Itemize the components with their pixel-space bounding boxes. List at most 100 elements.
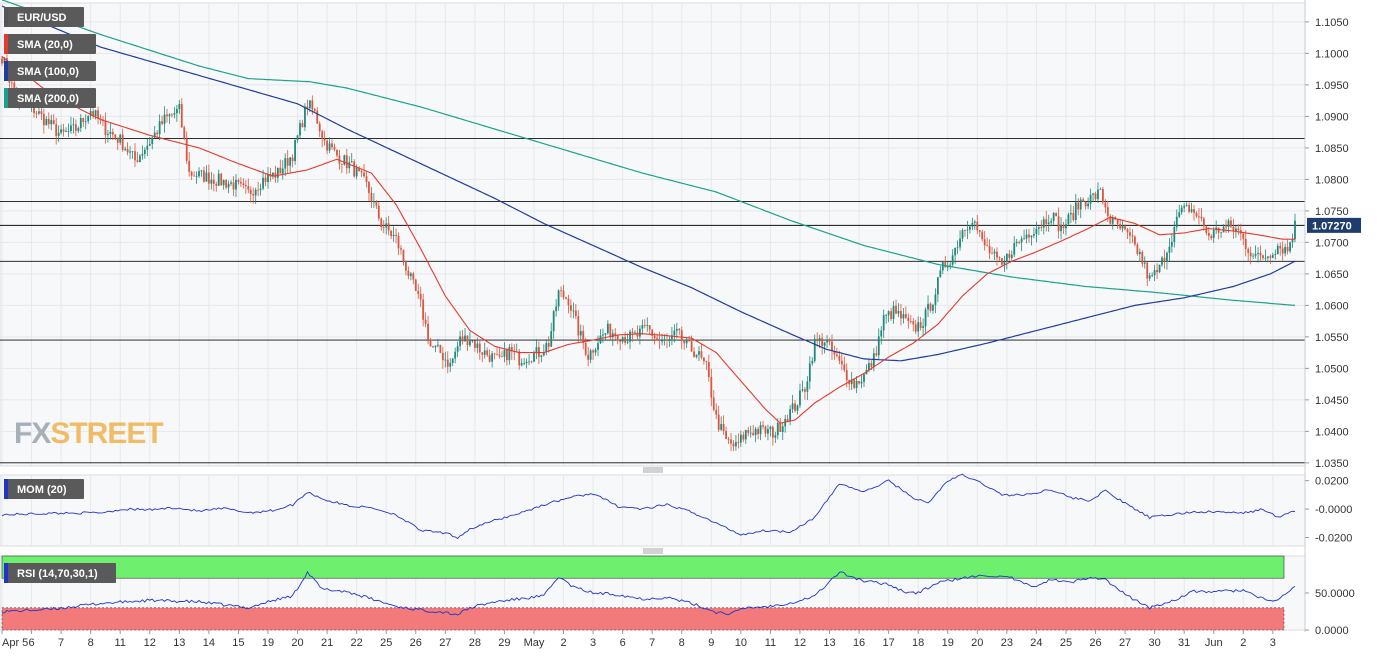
candle-body: [50, 120, 53, 125]
candle-body: [372, 201, 375, 203]
candle-body: [437, 344, 439, 346]
panel-resize-handle[interactable]: [643, 548, 663, 554]
candle-body: [42, 113, 45, 126]
candle-body: [956, 247, 959, 249]
legend-item[interactable]: MOM (20): [4, 479, 84, 499]
y-tick-label: 1.0500: [1315, 363, 1349, 375]
candle-body: [343, 155, 346, 165]
candle-body: [291, 157, 294, 162]
candle-body: [1069, 213, 1072, 215]
candle-body: [1279, 245, 1282, 249]
candle-body: [77, 128, 80, 131]
legend-item[interactable]: SMA (100,0): [4, 61, 96, 81]
candle-body: [1082, 199, 1085, 202]
candle-body: [675, 328, 678, 331]
candle-body: [1271, 255, 1274, 258]
candle-body: [1134, 236, 1136, 245]
candle-body: [695, 354, 698, 357]
candle-body: [1079, 199, 1082, 210]
candle-body: [89, 111, 92, 117]
legend-item[interactable]: EUR/USD: [4, 7, 84, 27]
candle-body: [707, 362, 710, 377]
candle-body: [902, 314, 905, 319]
candle-body: [1225, 226, 1227, 228]
candle-body: [143, 149, 146, 155]
candle-body: [1294, 220, 1296, 240]
current-price-label: 1.07270: [1312, 220, 1352, 232]
candle-body: [151, 137, 154, 144]
candle-body: [1074, 202, 1077, 221]
candle-body: [306, 106, 309, 109]
candle-body: [405, 260, 407, 271]
candle-body: [629, 331, 631, 342]
candle-body: [877, 336, 880, 356]
candle-body: [387, 223, 390, 231]
candle-body: [939, 270, 942, 278]
candle-body: [210, 179, 213, 184]
candle-body: [200, 170, 203, 172]
candle-body: [826, 340, 828, 343]
x-tick-label: 9: [708, 637, 714, 649]
candle-body: [1057, 216, 1060, 232]
x-tick-label: 19: [262, 637, 274, 649]
candle-body: [626, 341, 629, 343]
candle-body: [424, 319, 427, 324]
fxstreet-watermark: FXSTREET: [14, 417, 163, 450]
candle-body: [185, 138, 188, 161]
candle-body: [752, 432, 755, 436]
candle-body: [368, 182, 370, 194]
candle-body: [1010, 254, 1013, 258]
legend-item[interactable]: SMA (20,0): [4, 34, 96, 54]
candle-body: [166, 114, 168, 117]
candle-body: [481, 352, 484, 355]
candle-body: [1234, 228, 1237, 232]
candle-body: [104, 120, 107, 136]
candle-body: [358, 167, 361, 172]
candle-body: [1153, 270, 1156, 276]
candle-body: [924, 309, 927, 327]
price-levels: [0, 137, 1305, 464]
candle-body: [868, 363, 870, 370]
candle-body: [498, 354, 501, 357]
candle-body: [816, 338, 819, 342]
candle-body: [1067, 214, 1070, 225]
candle-body: [863, 374, 865, 382]
candle-body: [1227, 220, 1230, 227]
y-tick-label: 1.0350: [1315, 458, 1349, 470]
candle-body: [611, 333, 614, 338]
x-tick-label: 8: [679, 637, 685, 649]
candle-body: [244, 184, 247, 187]
candle-body: [207, 172, 210, 184]
candle-body: [619, 340, 622, 342]
legend-box: [4, 479, 84, 499]
candle-body: [606, 323, 609, 334]
candle-body: [13, 82, 16, 93]
momentum-line: [1, 473, 1296, 540]
candle-body: [52, 120, 55, 125]
candle-body: [345, 155, 348, 169]
candle-body: [1033, 234, 1035, 236]
candle-body: [126, 148, 129, 153]
candle-body: [547, 343, 550, 347]
legend-item[interactable]: SMA (200,0): [4, 88, 96, 108]
x-tick-label: 30: [1148, 637, 1160, 649]
candle-body: [658, 340, 661, 341]
candle-body: [565, 297, 567, 299]
candle-body: [922, 326, 925, 328]
candle-body: [390, 230, 393, 237]
candle-body: [1141, 252, 1144, 264]
x-tick-label: 13: [173, 637, 185, 649]
candle-body: [904, 314, 907, 318]
candle-body: [638, 328, 641, 337]
candle-body: [690, 341, 693, 352]
candle-body: [771, 426, 774, 438]
candle-body: [577, 316, 580, 336]
candle-body: [473, 340, 476, 348]
y-tick-label: 1.0900: [1315, 111, 1349, 123]
candle-body: [129, 151, 131, 153]
legend-item[interactable]: RSI (14,70,30,1): [4, 563, 116, 583]
x-tick-label: 7: [649, 637, 655, 649]
candle-body: [62, 129, 65, 132]
panel-resize-handle[interactable]: [643, 467, 663, 473]
